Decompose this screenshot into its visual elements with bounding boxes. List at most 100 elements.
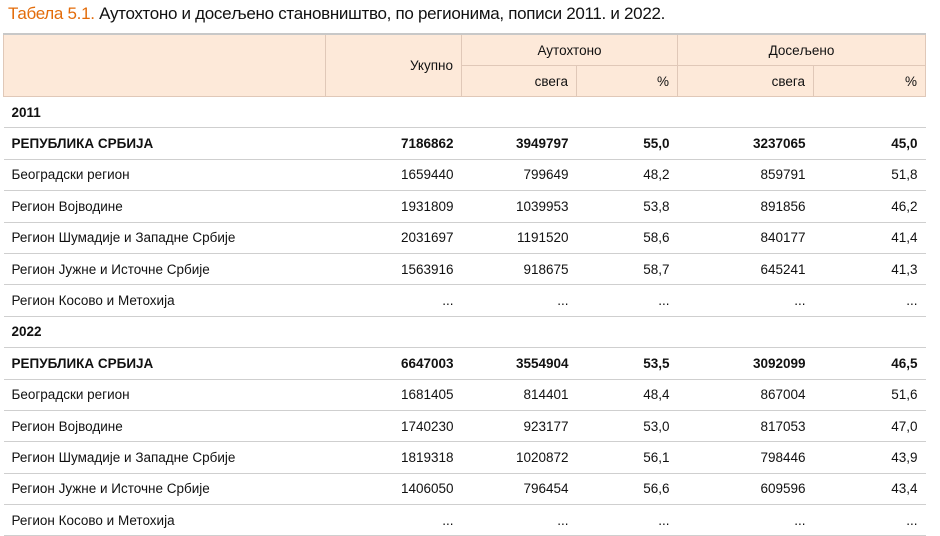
auto-all-cell: 923177 <box>461 410 577 443</box>
auto-pct-cell: 53,0 <box>576 410 678 443</box>
region-label: Регион Јужне и Источне Србије <box>3 253 326 286</box>
table-row: РЕПУБЛИКА СРБИЈА 7186862 3949797 55,0 323706… <box>3 127 926 160</box>
auto-pct-cell: 56,6 <box>576 473 678 506</box>
imm-all-cell: ... <box>677 504 814 536</box>
header-autochthonous: Аутохтоно <box>461 33 678 66</box>
year-row: 2022 <box>3 316 926 349</box>
imm-pct-cell: 45,0 <box>813 127 926 160</box>
auto-all-cell: 799649 <box>461 159 577 192</box>
imm-all-cell: 840177 <box>677 222 814 254</box>
auto-all-cell: 3554904 <box>461 347 577 380</box>
table-row: Регион Косово и Метохија............... <box>3 284 926 317</box>
auto-pct-cell: 58,7 <box>576 253 678 286</box>
region-label: Регион Шумадије и Западне Србије <box>3 222 326 254</box>
imm-pct-cell: 47,0 <box>813 410 926 443</box>
auto-pct-cell: ... <box>576 284 678 317</box>
table-row: РЕПУБЛИКА СРБИЈА 6647003 3554904 53,5 309209… <box>3 347 926 380</box>
total-cell: 1931809 <box>325 190 462 223</box>
auto-pct-cell: 55,0 <box>576 127 678 160</box>
total-cell: 1563916 <box>325 253 462 286</box>
auto-all-cell: 1020872 <box>461 441 577 474</box>
header-label-column <box>3 33 326 97</box>
table-number: Табела 5.1. <box>8 4 95 23</box>
region-label: Регион Војводине <box>3 190 326 223</box>
header-auto-all: свега <box>461 65 577 97</box>
imm-pct-cell: 43,9 <box>813 441 926 474</box>
auto-pct-cell: 53,8 <box>576 190 678 223</box>
region-label: РЕПУБЛИКА СРБИЈА <box>3 347 326 380</box>
auto-all-cell: 796454 <box>461 473 577 506</box>
table-row: Регион Шумадије и Западне Србије 1819318 1… <box>3 441 926 474</box>
imm-pct-cell: 51,8 <box>813 159 926 192</box>
header-imm-all: свега <box>677 65 814 97</box>
imm-all-cell: ... <box>677 284 814 317</box>
imm-all-cell: 645241 <box>677 253 814 286</box>
imm-all-cell: 3237065 <box>677 127 814 160</box>
year-row: 2011 <box>3 96 926 129</box>
region-label: РЕПУБЛИКА СРБИЈА <box>3 127 326 160</box>
total-cell: 1819318 <box>325 441 462 474</box>
population-table: Укупно Аутохтоно Досељено свега % свега … <box>3 33 926 536</box>
imm-pct-cell: 41,3 <box>813 253 926 286</box>
table-row: Регион Војводине 1740230 923177 53,0 817053 4… <box>3 410 926 443</box>
auto-all-cell: ... <box>461 504 577 536</box>
imm-pct-cell: 43,4 <box>813 473 926 506</box>
year-label: 2022 <box>3 316 926 349</box>
header-total: Укупно <box>325 33 462 97</box>
auto-all-cell: 3949797 <box>461 127 577 160</box>
imm-pct-cell: ... <box>813 284 926 317</box>
imm-pct-cell: 51,6 <box>813 379 926 411</box>
total-cell: 7186862 <box>325 127 462 160</box>
imm-pct-cell: ... <box>813 504 926 536</box>
table-caption: Аутохтоно и досељено становништво, по ре… <box>99 4 666 23</box>
auto-pct-cell: ... <box>576 504 678 536</box>
auto-pct-cell: 53,5 <box>576 347 678 380</box>
total-cell: 1659440 <box>325 159 462 192</box>
total-cell: 1406050 <box>325 473 462 506</box>
auto-pct-cell: 48,2 <box>576 159 678 192</box>
table-title: Табела 5.1. Аутохтоно и досељено становн… <box>8 4 665 24</box>
imm-all-cell: 798446 <box>677 441 814 474</box>
imm-pct-cell: 46,5 <box>813 347 926 380</box>
region-label: Регион Косово и Метохија <box>3 504 326 536</box>
auto-all-cell: 1039953 <box>461 190 577 223</box>
table-row: Београдски регион 1681405 814401 48,4 867004… <box>3 379 926 411</box>
imm-all-cell: 867004 <box>677 379 814 411</box>
imm-all-cell: 859791 <box>677 159 814 192</box>
table-row: Регион Јужне и Источне Србије 1563916 9186… <box>3 253 926 286</box>
total-cell: 1681405 <box>325 379 462 411</box>
imm-pct-cell: 46,2 <box>813 190 926 223</box>
imm-pct-cell: 41,4 <box>813 222 926 254</box>
auto-pct-cell: 58,6 <box>576 222 678 254</box>
auto-all-cell: 1191520 <box>461 222 577 254</box>
table-row: Регион Шумадије и Западне Србије 2031697 1… <box>3 222 926 254</box>
auto-pct-cell: 48,4 <box>576 379 678 411</box>
auto-all-cell: 814401 <box>461 379 577 411</box>
region-label: Београдски регион <box>3 379 326 411</box>
auto-all-cell: 918675 <box>461 253 577 286</box>
table-row: Београдски регион 1659440 799649 48,2 859791… <box>3 159 926 192</box>
table-row: Регион Јужне и Источне Србије 1406050 7964… <box>3 473 926 506</box>
total-cell: 2031697 <box>325 222 462 254</box>
total-cell: 6647003 <box>325 347 462 380</box>
imm-all-cell: 817053 <box>677 410 814 443</box>
total-cell: ... <box>325 504 462 536</box>
region-label: Регион Војводине <box>3 410 326 443</box>
imm-all-cell: 3092099 <box>677 347 814 380</box>
year-label: 2011 <box>3 96 926 129</box>
header-auto-pct: % <box>576 65 678 97</box>
region-label: Београдски регион <box>3 159 326 192</box>
imm-all-cell: 609596 <box>677 473 814 506</box>
total-cell: 1740230 <box>325 410 462 443</box>
table-row: Регион Војводине 1931809 1039953 53,8 891856… <box>3 190 926 223</box>
header-imm-pct: % <box>813 65 926 97</box>
header-immigrated: Досељено <box>677 33 926 66</box>
table-row: Регион Косово и Метохија............... <box>3 504 926 536</box>
region-label: Регион Шумадије и Западне Србије <box>3 441 326 474</box>
auto-all-cell: ... <box>461 284 577 317</box>
region-label: Регион Јужне и Источне Србије <box>3 473 326 506</box>
total-cell: ... <box>325 284 462 317</box>
imm-all-cell: 891856 <box>677 190 814 223</box>
auto-pct-cell: 56,1 <box>576 441 678 474</box>
region-label: Регион Косово и Метохија <box>3 284 326 317</box>
